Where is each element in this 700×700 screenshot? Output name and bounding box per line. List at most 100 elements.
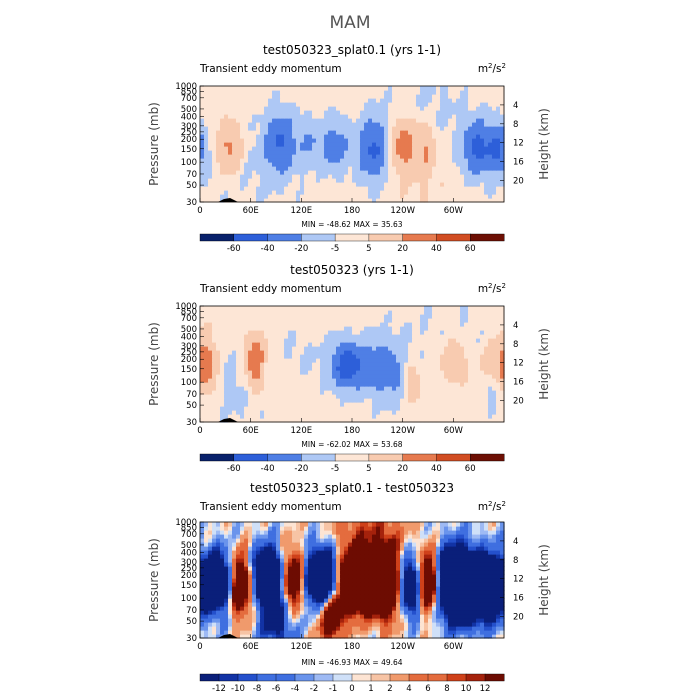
heatmap-cell bbox=[432, 138, 437, 143]
heatmap-cell bbox=[372, 342, 377, 347]
heatmap-cell bbox=[232, 366, 237, 371]
heatmap-cell bbox=[464, 134, 469, 139]
heatmap-cell bbox=[200, 186, 205, 191]
heatmap-cell bbox=[312, 194, 317, 199]
heatmap-cell bbox=[444, 146, 449, 151]
heatmap-cell bbox=[456, 342, 461, 347]
heatmap-cell bbox=[212, 158, 217, 163]
heatmap-cell bbox=[328, 622, 333, 627]
heatmap-cell bbox=[244, 178, 249, 183]
heatmap-cell bbox=[400, 174, 405, 179]
heatmap-cell bbox=[492, 122, 497, 127]
heatmap-cell bbox=[348, 198, 353, 203]
heatmap-cell bbox=[376, 626, 381, 631]
heatmap-cell bbox=[468, 398, 473, 403]
heatmap-cell bbox=[464, 106, 469, 111]
heatmap-cell bbox=[276, 90, 281, 95]
heatmap-cell bbox=[288, 186, 293, 191]
heatmap-cell bbox=[264, 106, 269, 111]
heatmap-cell bbox=[284, 154, 289, 159]
heatmap-cell bbox=[460, 178, 465, 183]
heatmap-cell bbox=[240, 134, 245, 139]
heatmap-cell bbox=[440, 322, 445, 327]
heatmap-cell bbox=[248, 162, 253, 167]
heatmap-cell bbox=[308, 182, 313, 187]
heatmap-cell bbox=[268, 634, 273, 639]
heatmap-cell bbox=[300, 406, 305, 411]
heatmap-cell bbox=[308, 102, 313, 107]
heatmap-cell bbox=[484, 190, 489, 195]
heatmap-cell bbox=[460, 338, 465, 343]
heatmap-cell bbox=[376, 410, 381, 415]
heatmap-cell bbox=[368, 362, 373, 367]
heatmap-cell bbox=[420, 378, 425, 383]
heatmap-cell bbox=[220, 182, 225, 187]
heatmap-cell bbox=[220, 358, 225, 363]
heatmap-cell bbox=[364, 118, 369, 123]
heatmap-cell bbox=[396, 150, 401, 155]
heatmap-cell bbox=[304, 306, 309, 311]
heatmap-cell bbox=[232, 126, 237, 131]
heatmap-cell bbox=[424, 314, 429, 319]
heatmap-cell bbox=[480, 186, 485, 191]
heatmap-cell bbox=[396, 390, 401, 395]
heatmap-cell bbox=[352, 406, 357, 411]
heatmap-cell bbox=[404, 154, 409, 159]
heatmap-cell bbox=[348, 338, 353, 343]
heatmap-cell bbox=[400, 386, 405, 391]
pressure-tick-label: 700 bbox=[181, 314, 197, 324]
heatmap-cell bbox=[232, 398, 237, 403]
heatmap-cell bbox=[272, 342, 277, 347]
heatmap-cell bbox=[460, 122, 465, 127]
heatmap-cell bbox=[280, 338, 285, 343]
heatmap-cell bbox=[384, 158, 389, 163]
heatmap-cell bbox=[252, 142, 257, 147]
heatmap-cell bbox=[260, 194, 265, 199]
heatmap-cell bbox=[500, 130, 505, 135]
heatmap-cell bbox=[496, 142, 501, 147]
heatmap-cell bbox=[344, 110, 349, 115]
heatmap-cell bbox=[448, 122, 453, 127]
heatmap-cell bbox=[448, 90, 453, 95]
heatmap-cell bbox=[272, 106, 277, 111]
heatmap-cell bbox=[220, 614, 225, 619]
heatmap-cell bbox=[276, 170, 281, 175]
heatmap-cell bbox=[424, 190, 429, 195]
heatmap-cell bbox=[264, 162, 269, 167]
heatmap-cell bbox=[488, 362, 493, 367]
heatmap-cell bbox=[372, 366, 377, 371]
units-label: m2/s2 bbox=[478, 500, 506, 513]
heatmap-cell bbox=[312, 190, 317, 195]
heatmap-cell bbox=[344, 630, 349, 635]
heatmap-cell bbox=[344, 386, 349, 391]
heatmap-cell bbox=[368, 170, 373, 175]
heatmap-cell bbox=[248, 86, 253, 91]
heatmap-cell bbox=[256, 390, 261, 395]
heatmap-cell bbox=[328, 138, 333, 143]
heatmap-cell bbox=[412, 162, 417, 167]
heatmap-cell bbox=[328, 334, 333, 339]
heatmap-cell bbox=[428, 378, 433, 383]
heatmap-cell bbox=[468, 390, 473, 395]
heatmap-cell bbox=[204, 190, 209, 195]
heatmap-cell bbox=[484, 194, 489, 199]
heatmap-cell bbox=[236, 106, 241, 111]
heatmap-cell bbox=[396, 626, 401, 631]
heatmap-cell bbox=[276, 322, 281, 327]
heatmap-cell bbox=[212, 114, 217, 119]
heatmap-cell bbox=[440, 166, 445, 171]
heatmap-cell bbox=[328, 98, 333, 103]
heatmap-cell bbox=[460, 322, 465, 327]
heatmap-cell bbox=[480, 102, 485, 107]
heatmap-cell bbox=[364, 90, 369, 95]
height-tick-label: 20 bbox=[513, 177, 524, 187]
heatmap-cell bbox=[348, 122, 353, 127]
heatmap-cell bbox=[200, 394, 205, 399]
heatmap-cell bbox=[396, 94, 401, 99]
heatmap-cell bbox=[288, 322, 293, 327]
heatmap-cell bbox=[252, 362, 257, 367]
heatmap-cell bbox=[260, 398, 265, 403]
heatmap-cell bbox=[408, 402, 413, 407]
heatmap-cell bbox=[360, 398, 365, 403]
heatmap-cell bbox=[288, 198, 293, 203]
